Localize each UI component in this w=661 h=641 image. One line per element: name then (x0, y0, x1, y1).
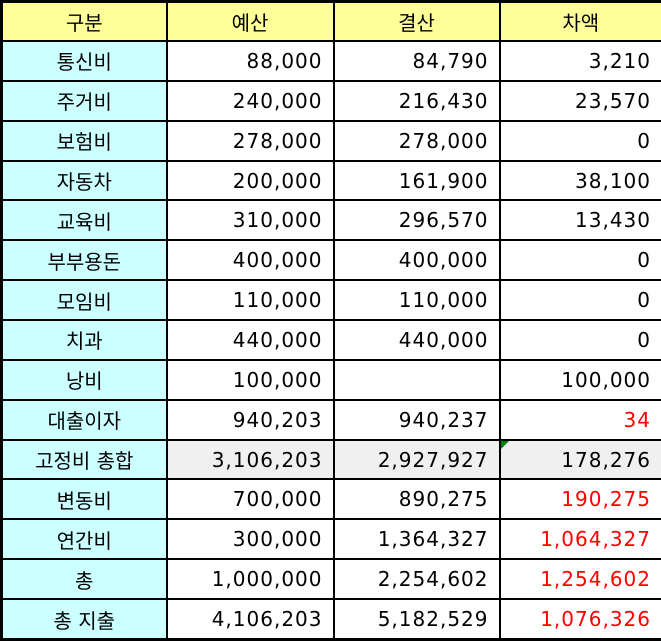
diff-cell[interactable]: 100,000 (498, 358, 661, 401)
diff-cell[interactable]: 1,076,326 (498, 598, 661, 641)
table-row: 통신비 88,000 84,790 3,210 (0, 40, 661, 82)
budget-cell[interactable]: 278,000 (165, 119, 335, 162)
budget-cell[interactable]: 940,203 (165, 398, 335, 441)
table-row: 고정비 총합 3,106,203 2,927,927 178,276 (0, 438, 661, 481)
actual-cell[interactable]: 110,000 (332, 279, 501, 322)
category-cell[interactable]: 변동비 (0, 478, 168, 521)
actual-cell[interactable]: 161,900 (332, 159, 501, 202)
actual-cell[interactable]: 216,430 (332, 79, 501, 122)
budget-cell[interactable]: 4,106,203 (165, 598, 335, 641)
table-row: 낭비 100,000 100,000 (0, 358, 661, 401)
table-row: 변동비 700,000 890,275 190,275 (0, 478, 661, 521)
category-cell[interactable]: 총 지출 (0, 598, 168, 641)
budget-cell[interactable]: 100,000 (165, 358, 335, 401)
actual-cell[interactable]: 1,364,327 (332, 518, 501, 561)
actual-cell[interactable]: 440,000 (332, 319, 501, 361)
table-row: 주거비 240,000 216,430 23,570 (0, 79, 661, 122)
actual-cell[interactable]: 5,182,529 (332, 598, 501, 641)
actual-cell[interactable]: 84,790 (332, 40, 501, 82)
table-row: 치과 440,000 440,000 0 (0, 319, 661, 361)
budget-cell[interactable]: 310,000 (165, 199, 335, 242)
budget-cell[interactable]: 88,000 (165, 40, 335, 82)
header-row: 구분 예산 결산 차액 (0, 0, 661, 42)
budget-cell[interactable]: 110,000 (165, 279, 335, 322)
budget-cell[interactable]: 300,000 (165, 518, 335, 561)
budget-cell[interactable]: 400,000 (165, 239, 335, 282)
actual-cell[interactable]: 2,254,602 (332, 558, 501, 601)
table-body: 통신비 88,000 84,790 3,210 주거비 240,000 216,430 23,… (0, 40, 661, 641)
table-row: 대출이자 940,203 940,237 34 (0, 398, 661, 441)
table-row: 총 1,000,000 2,254,602 1,254,602 (0, 558, 661, 601)
diff-cell[interactable]: 34 (498, 398, 661, 441)
category-cell[interactable]: 교육비 (0, 199, 168, 242)
diff-cell[interactable]: 190,275 (498, 478, 661, 521)
category-cell[interactable]: 치과 (0, 319, 168, 361)
table-row: 자동차 200,000 161,900 38,100 (0, 159, 661, 202)
budget-cell[interactable]: 1,000,000 (165, 558, 335, 601)
cell-error-indicator-icon (501, 441, 509, 449)
category-cell[interactable]: 주거비 (0, 79, 168, 122)
category-cell[interactable]: 총 (0, 558, 168, 601)
category-cell[interactable]: 보험비 (0, 119, 168, 162)
actual-cell[interactable]: 890,275 (332, 478, 501, 521)
category-cell[interactable]: 모임비 (0, 279, 168, 322)
actual-cell[interactable]: 296,570 (332, 199, 501, 242)
diff-cell[interactable]: 1,254,602 (498, 558, 661, 601)
diff-cell[interactable]: 0 (498, 319, 661, 361)
diff-cell[interactable]: 0 (498, 279, 661, 322)
table-row: 부부용돈 400,000 400,000 0 (0, 239, 661, 282)
table-row: 총 지출 4,106,203 5,182,529 1,076,326 (0, 598, 661, 641)
category-cell[interactable]: 낭비 (0, 358, 168, 401)
diff-cell[interactable]: 0 (498, 119, 661, 162)
budget-cell[interactable]: 700,000 (165, 478, 335, 521)
category-cell[interactable]: 연간비 (0, 518, 168, 561)
diff-cell[interactable]: 178,276 (498, 438, 661, 481)
category-cell[interactable]: 고정비 총합 (0, 438, 168, 481)
budget-cell[interactable]: 240,000 (165, 79, 335, 122)
budget-cell[interactable]: 440,000 (165, 319, 335, 361)
diff-cell[interactable]: 3,210 (498, 40, 661, 82)
diff-cell[interactable]: 0 (498, 239, 661, 282)
category-cell[interactable]: 부부용돈 (0, 239, 168, 282)
table-row: 모임비 110,000 110,000 0 (0, 279, 661, 322)
actual-cell[interactable] (332, 358, 501, 401)
table-row: 연간비 300,000 1,364,327 1,064,327 (0, 518, 661, 561)
diff-cell[interactable]: 23,570 (498, 79, 661, 122)
actual-cell[interactable]: 2,927,927 (332, 438, 501, 481)
diff-cell[interactable]: 38,100 (498, 159, 661, 202)
table-header: 구분 예산 결산 차액 (0, 0, 661, 42)
category-cell[interactable]: 자동차 (0, 159, 168, 202)
header-cell-category[interactable]: 구분 (0, 0, 168, 42)
header-cell-budget[interactable]: 예산 (165, 0, 335, 42)
actual-cell[interactable]: 940,237 (332, 398, 501, 441)
actual-cell[interactable]: 278,000 (332, 119, 501, 162)
category-cell[interactable]: 통신비 (0, 40, 168, 82)
diff-cell[interactable]: 13,430 (498, 199, 661, 242)
header-cell-actual[interactable]: 결산 (332, 0, 501, 42)
budget-cell[interactable]: 3,106,203 (165, 438, 335, 481)
table-row: 보험비 278,000 278,000 0 (0, 119, 661, 162)
diff-cell[interactable]: 1,064,327 (498, 518, 661, 561)
budget-cell[interactable]: 200,000 (165, 159, 335, 202)
actual-cell[interactable]: 400,000 (332, 239, 501, 282)
header-cell-diff[interactable]: 차액 (498, 0, 661, 42)
table-row: 교육비 310,000 296,570 13,430 (0, 199, 661, 242)
category-cell[interactable]: 대출이자 (0, 398, 168, 441)
